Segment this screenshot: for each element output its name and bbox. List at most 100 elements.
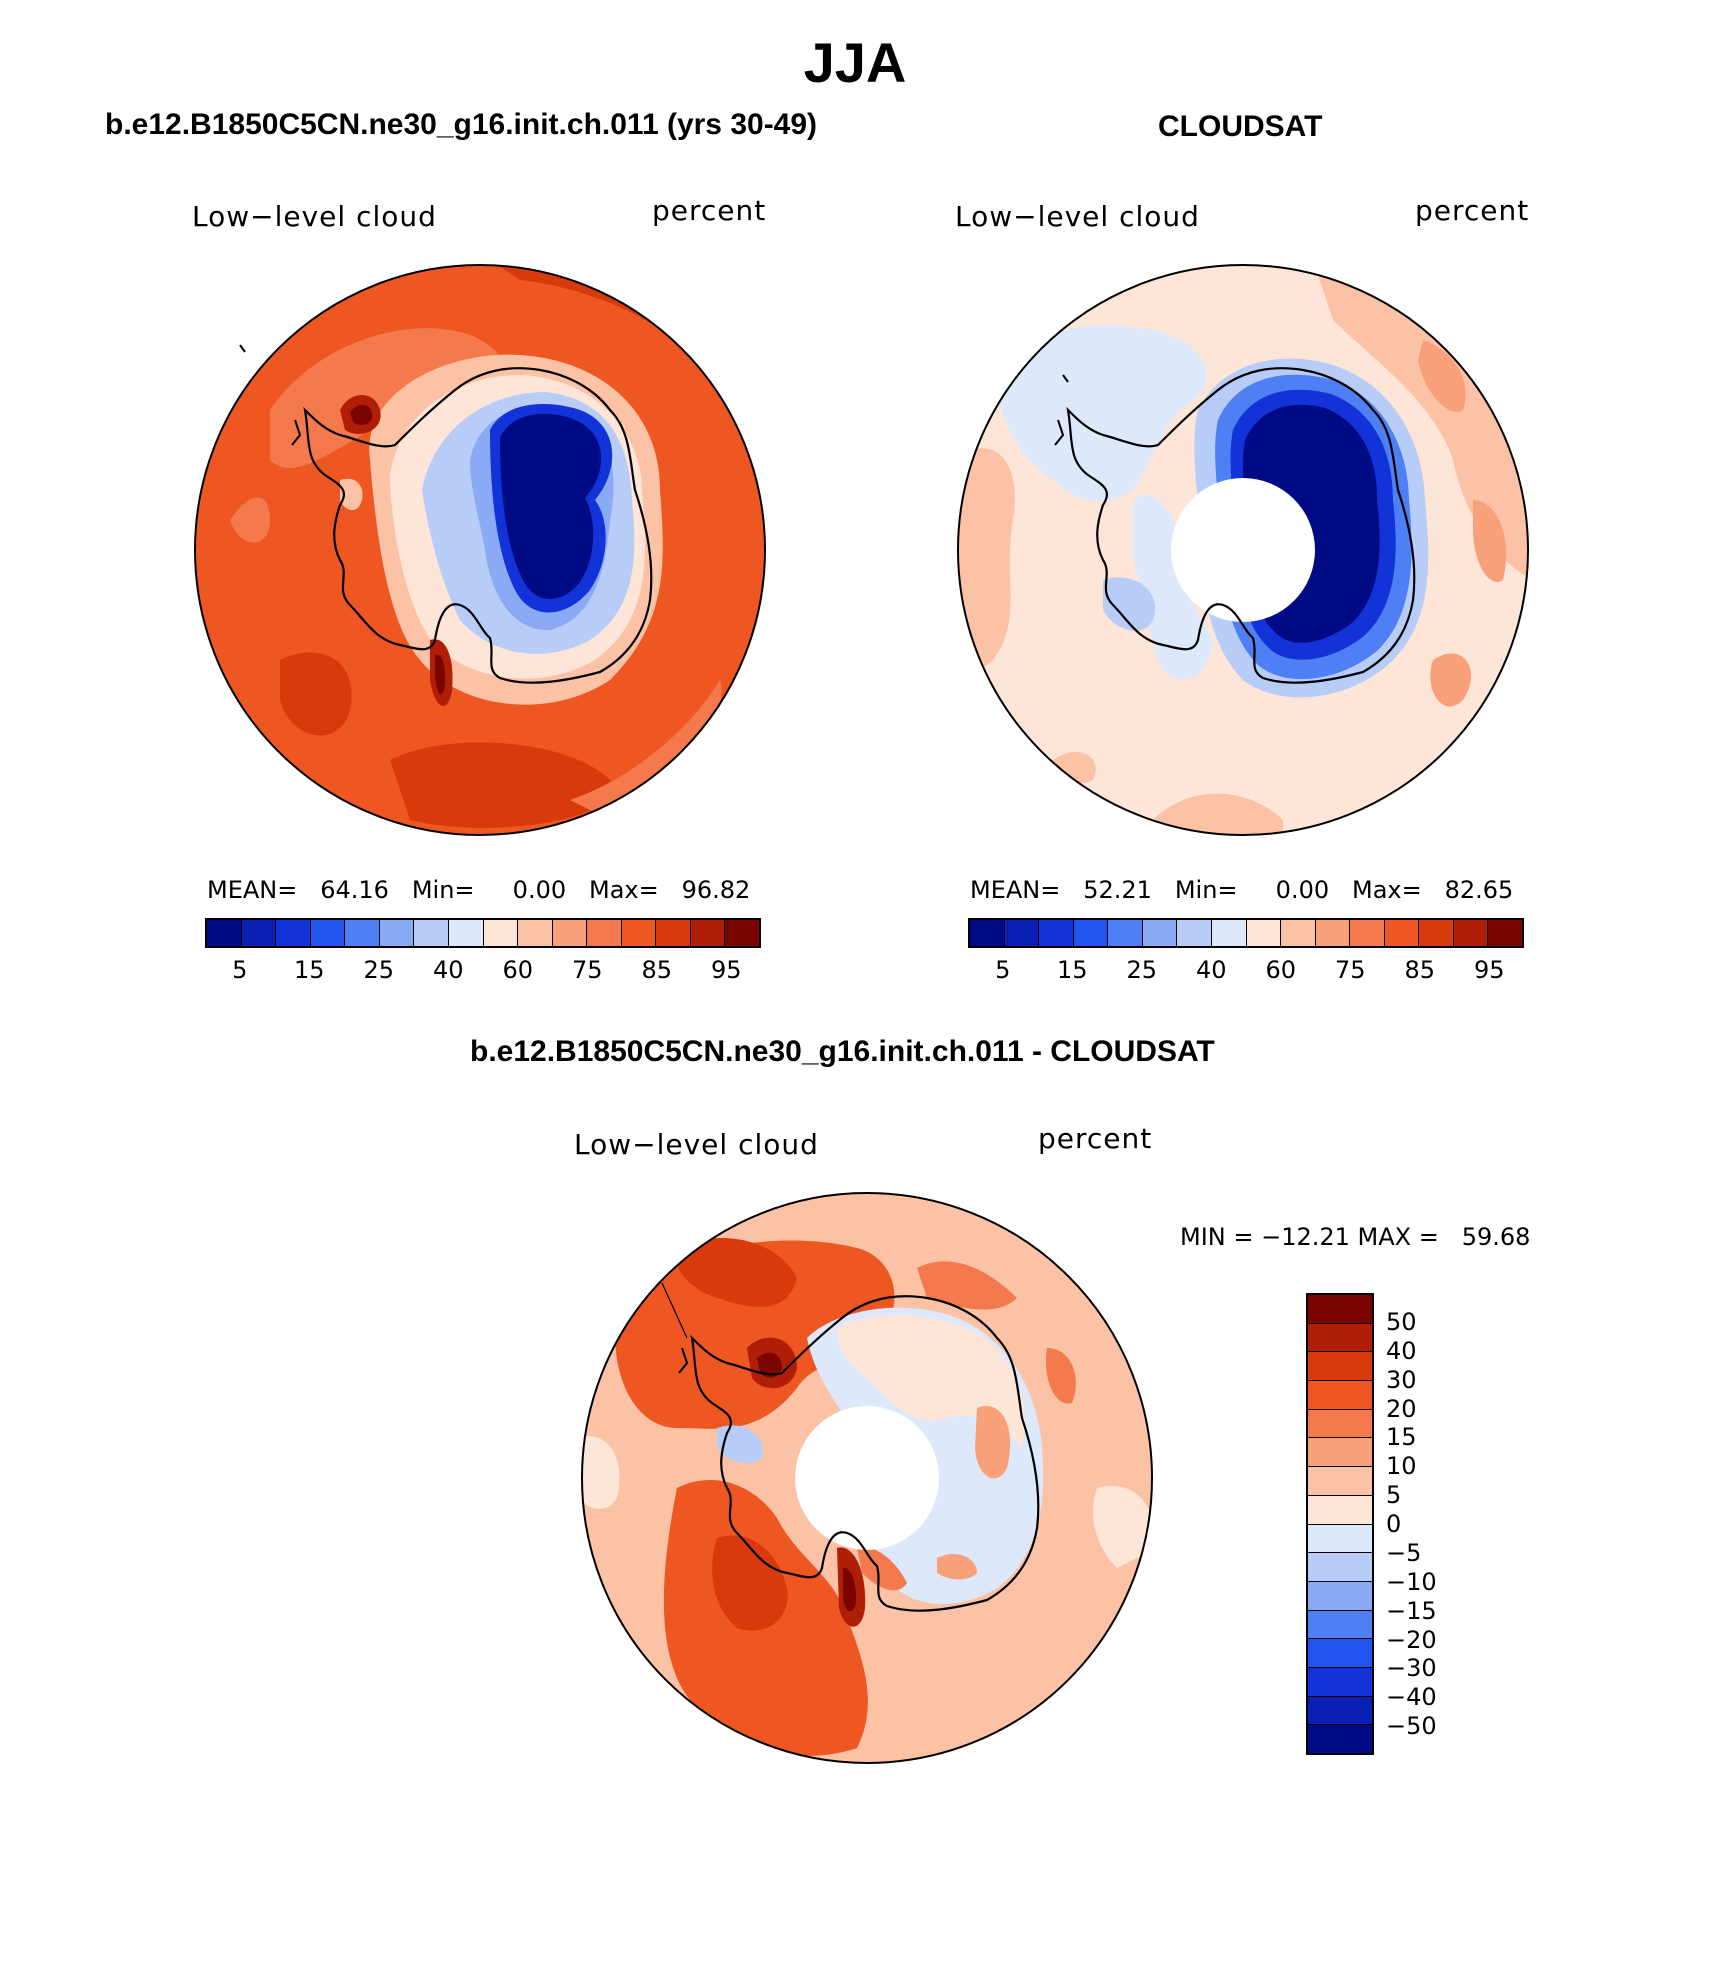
- colorbar-swatch: [690, 920, 726, 946]
- colorbar-swatch: [1488, 920, 1522, 946]
- colorbar-swatch: [1211, 920, 1247, 946]
- colorbar-swatch: [1073, 920, 1109, 946]
- diff-variable-label: Low−level cloud: [574, 1128, 819, 1161]
- colorbar-tick-label: 5: [995, 956, 1011, 984]
- colorbar-swatch: [1453, 920, 1489, 946]
- colorbar-swatch: [1384, 920, 1420, 946]
- colorbar-swatch: [1308, 1581, 1372, 1611]
- colorbar-swatch: [414, 920, 449, 946]
- colorbar-swatch: [483, 920, 519, 946]
- colorbar-swatch: [1308, 1725, 1372, 1753]
- diff-stats-line: MIN = −12.21 MAX = 59.68: [1180, 1223, 1531, 1251]
- colorbar-tick-label: 50: [1386, 1307, 1417, 1336]
- colorbar-tick-label: −40: [1386, 1683, 1437, 1712]
- model-colorbar-ticks: 5 15 25 40 60 75 85 95: [205, 956, 761, 986]
- colorbar-swatch: [1308, 1553, 1372, 1582]
- model-stats-line: MEAN= 64.16 Min= 0.00 Max= 96.82: [207, 876, 751, 904]
- colorbar-tick-label: 40: [1386, 1336, 1417, 1365]
- colorbar-swatch: [1004, 920, 1040, 946]
- colorbar-swatch: [1142, 920, 1178, 946]
- colorbar-tick-label: 5: [1386, 1481, 1402, 1510]
- colorbar-swatch: [379, 920, 415, 946]
- colorbar-tick-label: 60: [502, 956, 534, 984]
- colorbar-swatch: [1308, 1409, 1372, 1439]
- obs-stats-line: MEAN= 52.21 Min= 0.00 Max= 82.65: [970, 876, 1514, 904]
- colorbar-tick-label: −15: [1386, 1596, 1437, 1625]
- colorbar-swatch: [241, 920, 277, 946]
- colorbar-swatch: [518, 920, 553, 946]
- diff-colorbar-ticks: 50 40 30 20 15 10 5 0 −5 −10 −15 −20 −30 −40 −50: [1386, 1293, 1466, 1755]
- colorbar-tick-label: 40: [1195, 956, 1227, 984]
- colorbar-swatch: [1308, 1639, 1372, 1668]
- colorbar-swatch: [656, 920, 691, 946]
- diff-units-label: percent: [1038, 1122, 1153, 1155]
- colorbar-swatch: [587, 920, 622, 946]
- colorbar-swatch: [1315, 920, 1351, 946]
- colorbar-swatch: [1039, 920, 1074, 946]
- colorbar-tick-label: 15: [1056, 956, 1088, 984]
- model-colorbar: [205, 918, 761, 948]
- model-panel-title: b.e12.B1850C5CN.ne30_g16.init.ch.011 (yr…: [105, 108, 818, 141]
- colorbar-swatch: [1108, 920, 1143, 946]
- colorbar-swatch: [1308, 1667, 1372, 1697]
- colorbar-swatch: [1177, 920, 1212, 946]
- diff-colorbar: [1306, 1293, 1374, 1755]
- model-polar-map: [194, 264, 766, 836]
- colorbar-swatch: [1308, 1495, 1372, 1525]
- obs-units-label: percent: [1415, 194, 1530, 227]
- colorbar-swatch: [1350, 920, 1385, 946]
- model-variable-label: Low−level cloud: [192, 200, 437, 233]
- colorbar-swatch: [207, 920, 242, 946]
- colorbar-swatch: [1308, 1352, 1372, 1382]
- colorbar-tick-label: 40: [432, 956, 464, 984]
- colorbar-tick-label: 15: [293, 956, 325, 984]
- colorbar-tick-label: 95: [710, 956, 742, 984]
- colorbar-tick-label: −30: [1386, 1654, 1437, 1683]
- diff-polar-map: [581, 1192, 1153, 1764]
- colorbar-swatch: [1308, 1295, 1372, 1324]
- colorbar-swatch: [621, 920, 657, 946]
- colorbar-swatch: [1308, 1323, 1372, 1353]
- obs-polar-map: [957, 264, 1529, 836]
- colorbar-swatch: [1281, 920, 1316, 946]
- colorbar-tick-label: 5: [232, 956, 248, 984]
- colorbar-tick-label: −50: [1386, 1712, 1437, 1741]
- obs-colorbar-ticks: 5 15 25 40 60 75 85 95: [968, 956, 1524, 986]
- colorbar-tick-label: 60: [1265, 956, 1297, 984]
- colorbar-tick-label: 10: [1386, 1452, 1417, 1481]
- colorbar-tick-label: 95: [1473, 956, 1505, 984]
- colorbar-swatch: [276, 920, 311, 946]
- colorbar-tick-label: −5: [1386, 1538, 1422, 1567]
- colorbar-swatch: [1308, 1696, 1372, 1726]
- colorbar-swatch: [970, 920, 1005, 946]
- colorbar-tick-label: 85: [1404, 956, 1436, 984]
- colorbar-swatch: [725, 920, 759, 946]
- main-title: JJA: [803, 31, 907, 94]
- colorbar-tick-label: 0: [1386, 1510, 1402, 1538]
- model-units-label: percent: [652, 194, 767, 227]
- colorbar-swatch: [1308, 1438, 1372, 1468]
- colorbar-tick-label: 85: [641, 956, 673, 984]
- colorbar-tick-label: −10: [1386, 1567, 1437, 1596]
- colorbar-tick-label: 25: [363, 956, 395, 984]
- colorbar-tick-label: 75: [571, 956, 603, 984]
- colorbar-tick-label: 25: [1126, 956, 1158, 984]
- obs-variable-label: Low−level cloud: [955, 200, 1200, 233]
- obs-colorbar: [968, 918, 1524, 948]
- colorbar-swatch: [345, 920, 380, 946]
- obs-panel-title: CLOUDSAT: [1158, 110, 1323, 143]
- diff-panel-title: b.e12.B1850C5CN.ne30_g16.init.ch.011 - C…: [470, 1035, 1215, 1068]
- colorbar-swatch: [1419, 920, 1454, 946]
- colorbar-tick-label: 75: [1334, 956, 1366, 984]
- colorbar-swatch: [1308, 1610, 1372, 1640]
- colorbar-tick-label: 20: [1386, 1394, 1417, 1423]
- colorbar-tick-label: 30: [1386, 1365, 1417, 1394]
- colorbar-tick-label: 15: [1386, 1423, 1417, 1452]
- colorbar-swatch: [1308, 1524, 1372, 1554]
- colorbar-swatch: [552, 920, 588, 946]
- colorbar-swatch: [310, 920, 346, 946]
- colorbar-swatch: [1308, 1467, 1372, 1496]
- colorbar-swatch: [1308, 1381, 1372, 1410]
- colorbar-swatch: [448, 920, 484, 946]
- colorbar-swatch: [1246, 920, 1282, 946]
